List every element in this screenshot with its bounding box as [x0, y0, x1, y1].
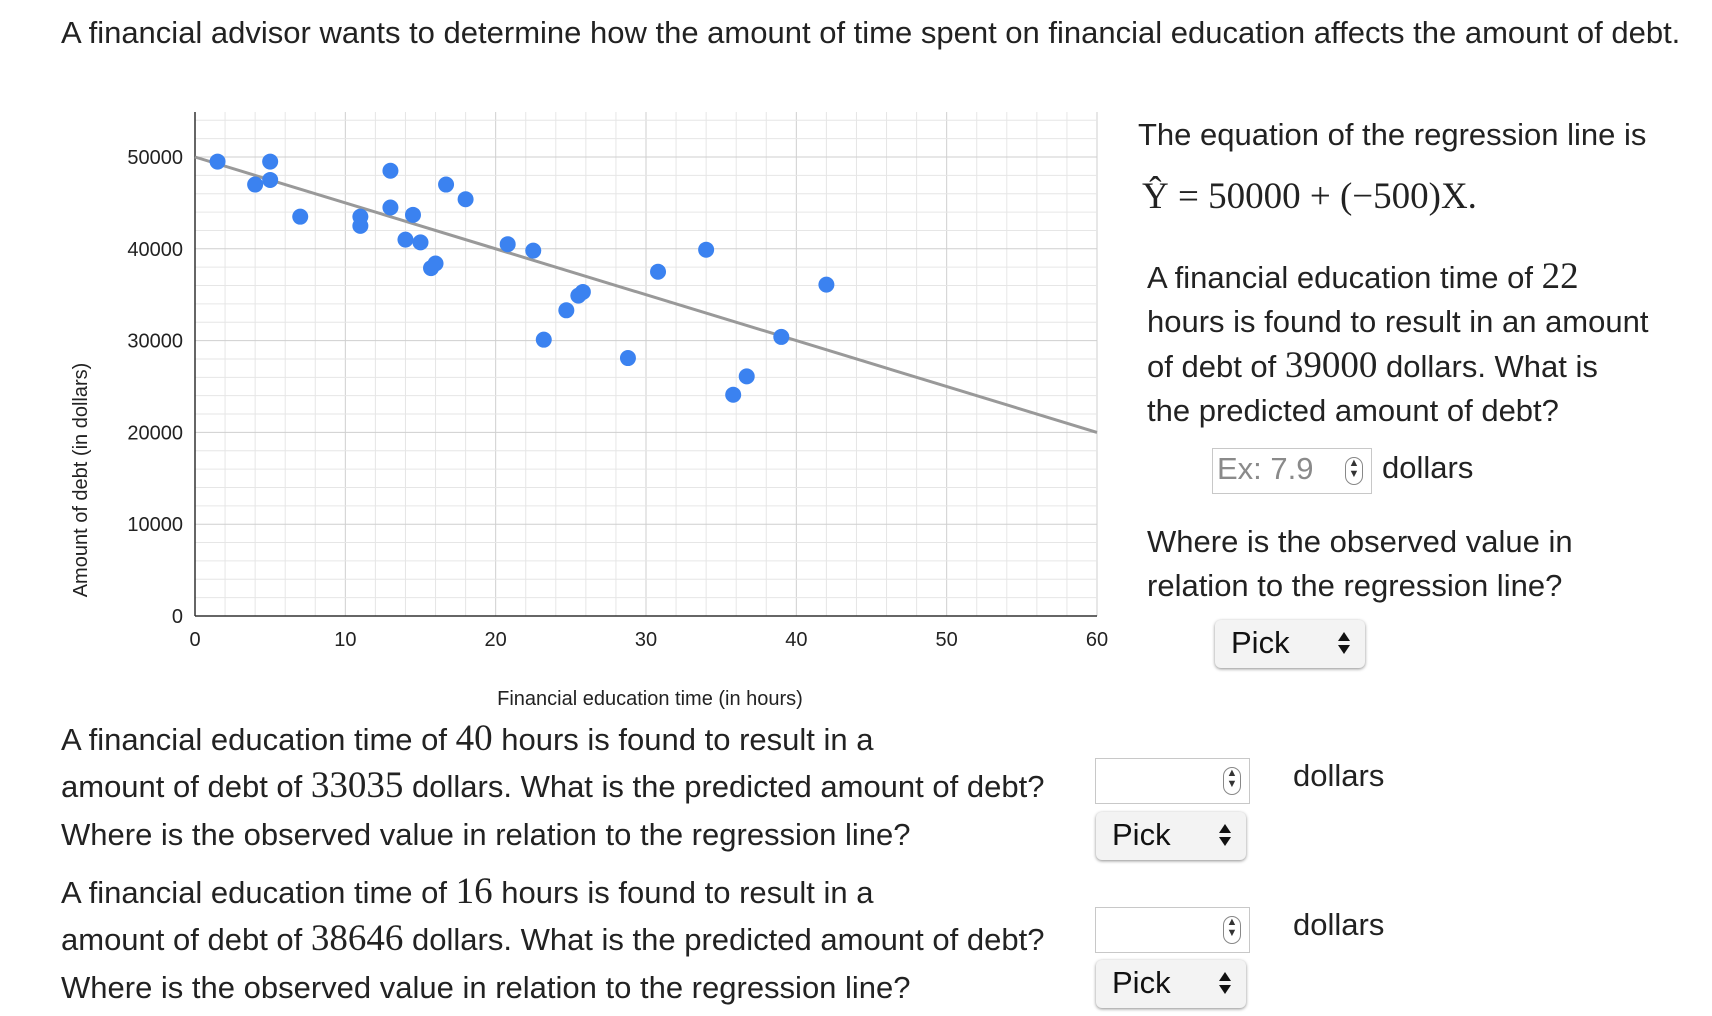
- question-1-text: A financial education time of 22 hours i…: [1147, 256, 1649, 428]
- problem-intro: A financial advisor wants to determine h…: [61, 15, 1681, 50]
- x-tick-label: 20: [485, 629, 507, 651]
- select-arrows-icon: [1338, 632, 1350, 654]
- spinner-icon[interactable]: ▲ ▼: [1345, 457, 1363, 485]
- q1-hours: 22: [1541, 256, 1579, 297]
- q2-relation-select[interactable]: Pick: [1096, 812, 1246, 860]
- data-point: [535, 331, 552, 348]
- x-tick-label: 30: [635, 629, 657, 651]
- q2-hours: 40: [455, 718, 493, 759]
- data-point: [818, 276, 835, 293]
- scatter-chart: 0 10 20 30 40 50 6001000020000300004000050000 …: [70, 112, 1108, 710]
- q1-debt: 39000: [1284, 345, 1378, 386]
- data-point: [698, 241, 715, 258]
- question-3-text: A financial education time of 16 hours i…: [61, 871, 1045, 1005]
- y-tick-label: 20000: [127, 422, 183, 444]
- x-tick-label: 0: [189, 629, 200, 651]
- data-point: [397, 231, 414, 248]
- data-point: [292, 208, 309, 225]
- q1-predicted-input[interactable]: Ex: 7.9 ▲ ▼: [1212, 448, 1372, 494]
- data-point: [209, 153, 226, 170]
- y-tick-label: 0: [172, 606, 183, 628]
- data-point: [619, 350, 636, 367]
- regression-equation: Ŷ = 50000 + (−500)X.: [1142, 176, 1477, 217]
- data-point: [773, 328, 790, 345]
- chart-grid: [194, 112, 1098, 617]
- data-point: [525, 242, 542, 259]
- data-point: [438, 176, 455, 193]
- data-point: [738, 368, 755, 385]
- data-point: [558, 302, 575, 319]
- q3-hours: 16: [455, 871, 493, 912]
- q3-unit: dollars: [1293, 907, 1385, 942]
- q1-relation-question: Where is the observed value in relation …: [1147, 524, 1573, 603]
- question-2-text: A financial education time of 40 hours i…: [61, 718, 1045, 852]
- q2-unit: dollars: [1293, 758, 1385, 793]
- q3-debt: 38646: [310, 918, 404, 959]
- x-tick-label: 40: [785, 629, 807, 651]
- data-point: [404, 206, 421, 223]
- regression-line: [194, 155, 1098, 434]
- data-point: [650, 263, 667, 280]
- data-point: [457, 191, 474, 208]
- y-tick-label: 10000: [127, 514, 183, 536]
- equation-text: The equation of the regression line is: [1138, 117, 1647, 152]
- q1-relation-select[interactable]: Pick: [1215, 620, 1365, 668]
- select-arrows-icon: [1219, 972, 1231, 994]
- data-point: [725, 386, 742, 403]
- data-point: [499, 236, 516, 253]
- q3-relation-select[interactable]: Pick: [1096, 960, 1246, 1008]
- spinner-icon[interactable]: ▲ ▼: [1223, 767, 1241, 795]
- data-point: [427, 255, 444, 272]
- chart-axes: [194, 112, 1097, 617]
- data-point: [262, 171, 279, 188]
- q2-debt: 33035: [310, 765, 404, 806]
- data-point: [412, 234, 429, 251]
- data-point: [382, 199, 399, 216]
- y-axis-label: Amount of debt (in dollars): [70, 363, 92, 598]
- x-axis-label: Financial education time (in hours): [497, 688, 803, 710]
- data-point: [247, 176, 264, 193]
- data-point: [262, 153, 279, 170]
- data-points: [209, 153, 835, 403]
- regression-line-group: [194, 155, 1098, 434]
- y-tick-label: 40000: [127, 239, 183, 261]
- x-tick-label: 10: [334, 629, 356, 651]
- q1-input-placeholder: Ex: 7.9: [1217, 451, 1314, 486]
- x-tick-label: 60: [1086, 629, 1108, 651]
- q3-predicted-input[interactable]: ▲ ▼: [1095, 907, 1250, 953]
- q2-predicted-input[interactable]: ▲ ▼: [1095, 758, 1250, 804]
- data-point: [574, 283, 591, 300]
- data-point: [382, 162, 399, 179]
- y-tick-label: 30000: [127, 331, 183, 353]
- select-arrows-icon: [1219, 824, 1231, 846]
- data-point: [352, 217, 369, 234]
- q1-unit: dollars: [1382, 450, 1474, 485]
- x-tick-label: 50: [936, 629, 958, 651]
- y-tick-label: 50000: [127, 147, 183, 169]
- chart-ticks: 0 10 20 30 40 50 60 0 10000 20000 30000 40000 50000: [127, 147, 1108, 651]
- spinner-icon[interactable]: ▲ ▼: [1223, 916, 1241, 944]
